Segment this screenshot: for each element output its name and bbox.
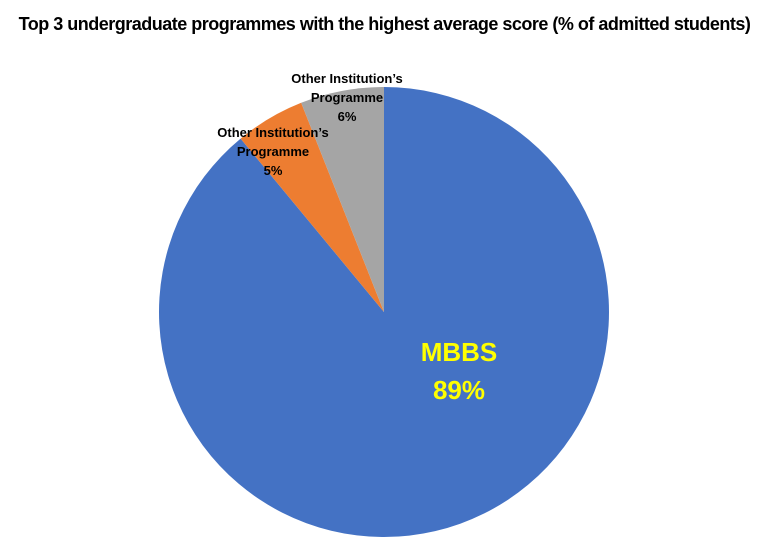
slice-label-name: Other Institution’s Programme [217, 125, 329, 159]
slice-label-mbbs: MBBS 89% [379, 333, 539, 409]
pie-slice-1 [240, 102, 384, 312]
slice-label-pct: 5% [263, 163, 283, 178]
chart-title: Top 3 undergraduate programmes with the … [18, 14, 751, 34]
slice-label-pct: 89% [432, 375, 486, 405]
slice-label-other-6pct: Other Institution’s Programme 6% [272, 69, 422, 126]
pie-slice-2 [301, 87, 384, 312]
slice-label-other-5pct: Other Institution’s Programme 5% [198, 123, 348, 180]
slice-label-pct: 6% [337, 109, 357, 124]
pie-slice-0 [158, 87, 610, 538]
slice-label-name: Other Institution’s Programme [291, 71, 403, 105]
slice-label-name: MBBS [420, 337, 498, 367]
